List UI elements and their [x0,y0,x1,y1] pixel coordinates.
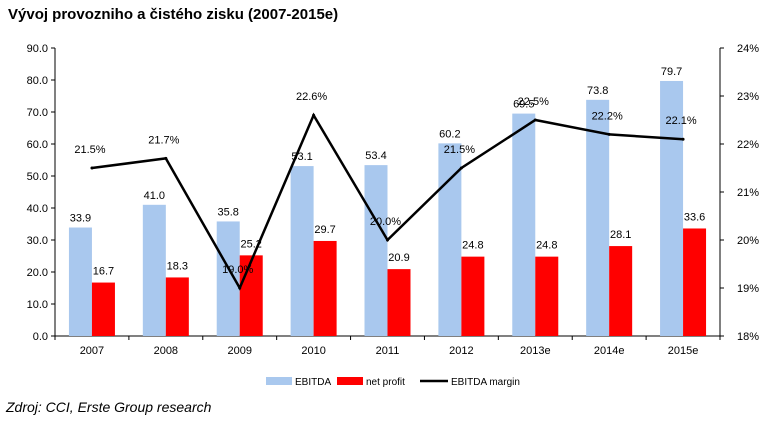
net-profit-value-label: 28.1 [610,229,631,241]
legend-net-profit-swatch [337,377,363,385]
ebitda-margin-label: 21.5% [74,144,105,156]
x-tick-label: 2007 [80,345,104,357]
ebitda-margin-label: 22.6% [296,91,327,103]
net-profit-bar [535,256,559,336]
net-profit-value-label: 25.2 [241,238,262,250]
x-tick-label: 2008 [154,345,178,357]
net-profit-bar [91,282,115,336]
ebitda-bar [216,221,240,336]
ebitda-margin-point [533,118,537,122]
x-tick-label: 2015e [668,345,699,357]
ebitda-bar [512,113,536,336]
x-tick-label: 2013e [520,345,551,357]
net-profit-value-label: 20.9 [388,252,409,264]
chart-title: Vývoj provozniho a čistého zisku (2007-2… [8,6,339,23]
net-profit-bar [313,240,337,336]
ebitda-margin-point [459,166,463,170]
ebitda-value-label: 53.4 [365,150,386,162]
right-tick-label: 18% [737,331,759,343]
left-tick-label: 90.0 [27,43,48,55]
ebitda-bar [142,204,166,336]
ebitda-bar [364,165,388,336]
right-tick-label: 20% [737,235,759,247]
x-tick-label: 2011 [376,345,400,357]
left-tick-label: 60.0 [27,139,48,151]
ebitda-margin-point [164,156,168,160]
right-tick-label: 19% [737,283,759,295]
bar-series [68,80,707,337]
net-profit-value-label: 29.7 [314,224,335,236]
legend-net-profit-label: net profit [366,377,405,388]
ebitda-margin-point [386,238,389,242]
ebitda-bar [438,143,462,336]
ebitda-margin-label: 22.2% [592,110,623,122]
legend-ebitda-swatch [266,377,292,385]
left-tick-label: 10.0 [27,299,48,311]
legend-ebitda-margin-label: EBITDA margin [451,377,520,388]
data-labels: 33.9 16.7 41.0 18.3 35.8 25.2 53.1 29.7 53.4 20.9… [70,66,706,278]
x-axis: 2007 2008 2009 2010 2011 2012 2013e 2014e 2015e [54,335,721,357]
ebitda-value-label: 79.7 [661,66,682,78]
legend-ebitda-label: EBITDA [295,377,331,388]
ebitda-value-label: 53.1 [291,151,312,163]
net-profit-bar [609,246,633,336]
source-note: Zdroj: CCI, Erste Group research [6,399,212,415]
net-profit-value-label: 18.3 [167,260,188,272]
x-tick-label: 2010 [301,345,325,357]
ebitda-bar [68,227,92,336]
left-tick-label: 40.0 [27,203,48,215]
ebitda-margin-label: 22.5% [518,96,549,108]
right-tick-label: 23% [737,91,759,103]
net-profit-value-label: 33.6 [684,211,705,223]
ebitda-value-label: 60.2 [439,128,460,140]
net-profit-value-label: 24.8 [536,240,557,252]
ebitda-bar [290,166,314,336]
ebitda-margin-point [90,166,94,170]
x-tick-label: 2009 [227,345,251,357]
net-profit-bar [387,269,411,336]
left-tick-label: 30.0 [27,235,48,247]
x-tick-label: 2012 [449,345,473,357]
ebitda-margin-point [607,132,611,136]
net-profit-bar [165,277,189,336]
ebitda-margin-label: 21.7% [148,134,179,146]
net-profit-value-label: 24.8 [462,240,483,252]
left-tick-label: 70.0 [27,107,48,119]
ebitda-margin-label: 21.5% [444,144,475,156]
ebitda-bar [660,80,684,337]
margin-line-series [90,112,685,291]
net-profit-bar [461,256,485,336]
x-tick-label: 2014e [594,345,625,357]
ebitda-value-label: 73.8 [587,85,608,97]
left-tick-label: 0.0 [33,331,48,343]
right-tick-label: 24% [737,43,759,55]
ebitda-margin-label: 19.0% [222,264,253,276]
ebitda-value-label: 33.9 [70,213,91,225]
right-tick-label: 21% [737,187,759,199]
ebitda-value-label: 35.8 [218,206,239,218]
ebitda-value-label: 69.5 [513,99,534,111]
ebitda-bar [586,99,610,336]
legend: EBITDA net profit EBITDA margin [266,377,520,388]
net-profit-bar [683,228,707,336]
left-y-axis: 0.0 10.0 20.0 30.0 40.0 50.0 60.0 70.0 80.0 90.0 [27,43,56,343]
ebitda-margin-label: 22.1% [665,115,696,127]
left-tick-label: 80.0 [27,75,48,87]
ebitda-margin-label: 20.0% [370,216,401,228]
left-tick-label: 20.0 [27,267,48,279]
left-tick-label: 50.0 [27,171,48,183]
right-tick-label: 22% [737,139,759,151]
ebitda-margin-point [238,286,242,290]
net-profit-value-label: 16.7 [93,266,114,278]
ebitda-value-label: 41.0 [144,190,165,202]
ebitda-margin-point [312,113,316,117]
ebitda-margin-point [681,137,685,141]
right-y-axis: 18% 19% 20% 21% 22% 23% 24% [719,43,759,343]
